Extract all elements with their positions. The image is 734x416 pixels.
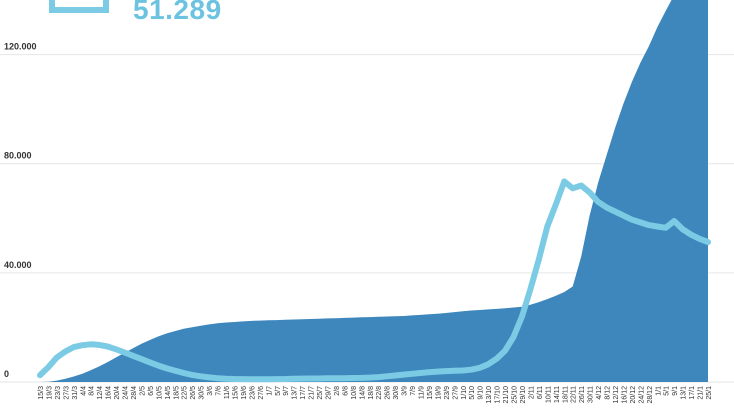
x-tick-label: 24/4 — [123, 386, 130, 400]
x-tick-label: 18/5 — [173, 386, 180, 400]
x-tick-label: 25/1 — [706, 386, 713, 400]
x-tick-label: 9/10 — [478, 386, 485, 400]
x-tick-label: 13/1 — [681, 386, 688, 400]
daily-line-series — [37, 178, 711, 383]
x-tick-label: 29/10 — [520, 386, 527, 404]
cumulative-area — [40, 0, 708, 382]
x-tick-label: 7/9 — [410, 386, 417, 396]
x-tick-label: 22/11 — [571, 386, 578, 403]
x-tick-label: 30/8 — [393, 386, 400, 400]
x-tick-label: 26/11 — [579, 386, 586, 403]
x-tick-label: 15/6 — [232, 386, 239, 400]
x-tick-label: 19/6 — [241, 386, 248, 400]
x-tick-label: 19/3 — [46, 386, 53, 400]
x-tick-label: 11/9 — [419, 386, 426, 399]
x-tick-label: 10/8 — [351, 386, 358, 400]
x-tick-label: 5/10 — [469, 386, 476, 400]
x-tick-label: 25/7 — [317, 386, 324, 400]
x-tick-label: 28/4 — [131, 386, 138, 400]
daily-line — [37, 178, 711, 383]
y-tick-label: 0 — [4, 369, 9, 379]
x-tick-label: 15/9 — [427, 386, 434, 400]
x-tick-label: 1/1 — [655, 386, 662, 396]
x-tick-label: 21/10 — [503, 386, 510, 404]
x-tick-label: 27/9 — [452, 386, 459, 400]
x-tick-label: 10/5 — [156, 386, 163, 400]
x-tick-label: 16/12 — [621, 386, 628, 404]
x-tick-label: 8/12 — [605, 386, 612, 400]
x-tick-label: 13/7 — [292, 386, 299, 400]
y-tick-label: 80.000 — [4, 151, 32, 161]
bracket-legend-icon — [49, 0, 109, 13]
x-tick-label: 17/7 — [300, 386, 307, 400]
y-tick-label: 120.000 — [4, 42, 37, 52]
x-tick-label: 2/5 — [139, 386, 146, 396]
x-tick-label: 26/8 — [385, 386, 392, 400]
x-tick-label: 27/6 — [258, 386, 265, 400]
x-tick-label: 14/11 — [554, 386, 561, 403]
x-tick-label: 10/11 — [545, 386, 552, 403]
x-tick-label: 14/8 — [359, 386, 366, 400]
x-tick-label: 28/12 — [647, 386, 654, 404]
x-tick-label: 23/6 — [249, 386, 256, 400]
current-value-label: 51.289 — [133, 0, 222, 25]
x-axis-tick-labels: 15/3 19/3 23/3 27/3 31/3 4/4 8/4 12/4 16/4 20/4 24… — [38, 386, 713, 404]
x-tick-label: 25/10 — [512, 386, 519, 404]
x-tick-label: 24/12 — [638, 386, 645, 404]
x-tick-label: 18/11 — [562, 386, 569, 403]
x-tick-label: 1/7 — [266, 386, 273, 396]
x-tick-label: 21/1 — [698, 386, 705, 400]
x-tick-label: 16/4 — [106, 386, 113, 400]
x-tick-label: 26/5 — [190, 386, 197, 400]
x-tick-label: 21/7 — [309, 386, 316, 400]
x-tick-label: 15/3 — [38, 386, 45, 400]
x-tick-label: 20/12 — [630, 386, 637, 404]
x-tick-label: 11/6 — [224, 386, 231, 399]
x-tick-label: 27/3 — [63, 386, 70, 400]
x-tick-label: 8/4 — [89, 386, 96, 396]
x-tick-label: 30/11 — [588, 386, 595, 403]
x-tick-label: 23/9 — [444, 386, 451, 400]
x-tick-label: 4/12 — [596, 386, 603, 400]
x-tick-label: 18/8 — [368, 386, 375, 400]
x-tick-label: 22/8 — [376, 386, 383, 400]
x-tick-label: 2/8 — [334, 386, 341, 396]
x-tick-label: 5/1 — [664, 386, 671, 396]
x-tick-label: 9/7 — [283, 386, 290, 396]
x-tick-label: 2/11 — [528, 386, 535, 399]
x-tick-label: 12/4 — [97, 386, 104, 400]
x-tick-label: 7/6 — [216, 386, 223, 396]
y-tick-label: 40.000 — [4, 260, 32, 270]
x-tick-label: 22/5 — [182, 386, 189, 400]
x-tick-label: 20/4 — [114, 386, 121, 400]
x-tick-label: 1/10 — [461, 386, 468, 400]
x-tick-label: 5/7 — [275, 386, 282, 396]
x-tick-label: 6/5 — [148, 386, 155, 396]
x-tick-label: 9/1 — [672, 386, 679, 396]
x-tick-label: 3/6 — [207, 386, 214, 396]
x-tick-label: 31/3 — [72, 386, 79, 400]
x-tick-label: 19/9 — [435, 386, 442, 400]
cumulative-area-series — [40, 0, 708, 382]
x-tick-label: 12/12 — [613, 386, 620, 404]
x-tick-label: 6/11 — [537, 386, 544, 399]
x-tick-label: 4/4 — [80, 386, 87, 396]
x-tick-label: 3/9 — [402, 386, 409, 396]
x-tick-label: 29/7 — [325, 386, 332, 400]
y-axis-tick-labels: 0 40.000 80.000 120.000 — [4, 42, 37, 379]
x-tick-label: 23/3 — [55, 386, 62, 400]
x-tick-label: 17/1 — [689, 386, 696, 400]
x-tick-label: 17/10 — [495, 386, 502, 404]
x-tick-label: 6/8 — [342, 386, 349, 396]
x-tick-label: 13/10 — [486, 386, 493, 404]
x-tick-label: 30/5 — [199, 386, 206, 400]
x-tick-label: 14/5 — [165, 386, 172, 400]
